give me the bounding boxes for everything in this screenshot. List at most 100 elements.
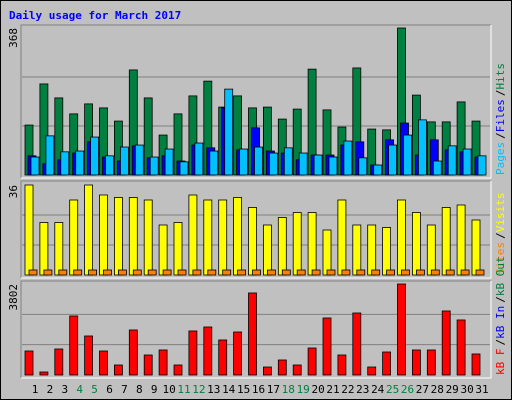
panel-frame [20,180,491,278]
bar [158,224,168,276]
bar [471,219,481,276]
bar [90,136,99,176]
panel-frame [20,280,491,378]
bar [188,194,198,276]
bar [218,339,228,376]
bar [277,217,287,276]
bar [471,353,481,376]
x-tick-label: 26 [401,383,414,396]
legend-separator: / [494,296,507,303]
bar [268,152,278,176]
bar [441,310,451,376]
bar [88,269,97,276]
bar [233,331,243,376]
bar [298,152,308,176]
x-tick-label: 5 [91,383,98,396]
bar [39,371,49,376]
bar [239,148,249,176]
bar [54,222,64,276]
bar [248,207,257,276]
bar [120,146,129,176]
legend-entry: Files [494,99,507,132]
legend-separator: / [494,132,507,139]
bar [143,199,153,276]
bar [426,349,436,376]
bar [28,269,38,276]
bar [371,269,381,276]
bar [397,283,406,376]
bar [84,184,93,276]
legend-separator: / [494,232,507,239]
bar [352,224,362,276]
bar [252,269,261,276]
legend: Sites /Visits [494,193,507,276]
bar [207,269,217,276]
chart-title: Daily usage for March 2017 [9,9,181,22]
bar [105,155,114,176]
legend-entry: kB F [494,349,507,376]
bar [322,317,332,376]
bar [179,161,189,176]
x-tick-label: 19 [297,383,310,396]
bar [224,88,234,176]
legend-entry: Pages [494,142,507,175]
bar [460,269,470,276]
bar [118,269,127,276]
y-tick-label: 36 [7,185,20,198]
bar [248,292,257,376]
bar [58,269,68,276]
x-tick-label: 25 [386,383,399,396]
bar [283,147,293,176]
bar [237,269,247,276]
bar [147,269,157,276]
bar [203,326,213,376]
bar [386,269,396,276]
x-tick-label: 8 [136,383,143,396]
x-tick-label: 27 [416,383,429,396]
bar [84,335,93,376]
panel-frame [21,181,492,279]
bar [292,364,302,376]
bar [60,151,70,176]
bar [296,269,306,276]
panel-frame [21,281,492,379]
bar [447,145,457,176]
bar [173,364,183,376]
bar [173,222,183,276]
legend-entry: Sites [494,242,507,275]
bar [194,142,204,176]
panel-frame [21,25,492,179]
bar [103,269,112,276]
x-tick-label: 20 [311,383,324,396]
bar [262,224,272,276]
x-tick-label: 22 [341,383,354,396]
bar [222,269,232,276]
bar [162,269,172,276]
bar [337,199,347,276]
bar [203,199,213,276]
legend-entry: kB In [494,306,507,339]
bar [30,156,40,176]
bar [373,164,383,176]
x-tick-label: 14 [222,383,236,396]
bar [192,269,202,276]
bar [132,269,142,276]
bar [415,269,425,276]
bar [411,349,421,376]
x-tick-label: 31 [475,383,488,396]
x-tick-label: 12 [192,383,205,396]
bar [341,269,351,276]
bar [311,269,321,276]
bar [24,350,34,376]
bar [54,348,64,376]
bar [397,199,406,276]
bar [388,144,398,176]
bar [430,269,440,276]
bar [307,347,317,376]
bar [382,227,392,276]
bar [358,157,368,176]
bar [114,364,123,376]
bar [188,330,198,376]
bar [254,146,263,176]
